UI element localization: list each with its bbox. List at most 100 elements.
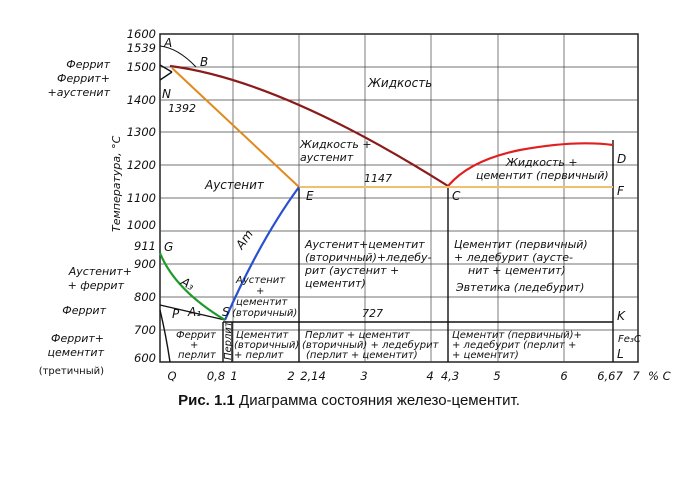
- left-aus-ferrite-2: + феррит: [68, 279, 125, 292]
- ytick-600: 600: [134, 351, 156, 365]
- region-fp-3: перлит: [178, 350, 217, 361]
- left-aus-ferrite-1: Аустенит+: [68, 265, 132, 278]
- left-labels: Феррит Феррит+ +аустенит Аустенит+ + фер…: [48, 58, 132, 359]
- ytick-700: 700: [134, 323, 156, 337]
- region-cp-2: (вторичный): [234, 340, 299, 351]
- xtick-2-14: 2,14: [300, 369, 326, 383]
- isotherm-labels: 1392 1147 727: [168, 102, 392, 320]
- line-an: [159, 64, 173, 73]
- a3-line-gs: [158, 252, 226, 321]
- acm-line-es: [223, 186, 300, 321]
- ytick-1400: 1400: [127, 93, 156, 107]
- region-aus-cemII-3: цементит: [236, 297, 289, 308]
- point-d: D: [617, 152, 626, 166]
- ytick-911: 911: [134, 239, 156, 253]
- region-aus-cemII-4: (вторичный): [232, 308, 297, 319]
- region-aus-cem2-3: рит (аустенит +: [304, 264, 399, 277]
- grid-lines: [160, 34, 638, 362]
- label-a3: A₃: [178, 274, 197, 293]
- label-a1: A₁: [187, 305, 201, 319]
- figure-caption: Рис. 1.1 Диаграмма состояния железо-цеме…: [0, 392, 698, 409]
- line-solvus: [159, 309, 171, 363]
- region-liq-cem-1: Жидкость +: [505, 156, 578, 169]
- caption-prefix: Рис. 1.1: [178, 392, 235, 409]
- point-p: P: [172, 307, 180, 321]
- point-f: F: [617, 184, 625, 198]
- point-l: L: [617, 347, 624, 361]
- point-s: S: [222, 305, 230, 319]
- xtick-q: Q: [167, 369, 176, 383]
- iso-1392: 1392: [168, 102, 196, 115]
- ytick-1300: 1300: [127, 125, 156, 139]
- left-tertiary: (третичный): [39, 366, 104, 377]
- ytick-900: 900: [134, 257, 156, 271]
- region-cl-2: + ледебурит (перлит +: [452, 339, 576, 351]
- ytick-1539: 1539: [127, 41, 156, 55]
- region-liq-aus-1: Жидкость +: [299, 138, 372, 151]
- point-n: N: [162, 87, 171, 101]
- left-ferrite-mid: Феррит: [62, 304, 106, 317]
- region-fp-2: +: [190, 340, 198, 351]
- xtick-3: 3: [360, 369, 367, 383]
- region-cp-3: + перлит: [234, 350, 284, 361]
- point-b: B: [200, 55, 208, 69]
- left-ferrite-cem-2: цементит: [48, 346, 105, 359]
- point-a: A: [163, 36, 172, 50]
- ytick-800: 800: [134, 290, 156, 304]
- region-pearlite: Перлит: [223, 320, 234, 360]
- xtick-7: 7: [632, 369, 640, 383]
- caption-text: Диаграмма состояния железо-цементит.: [239, 392, 520, 409]
- left-ferrite-aus-1: Феррит+: [57, 72, 110, 85]
- region-cem1-led-2: + ледебурит (аусте-: [454, 251, 573, 264]
- xtick-0-8: 0,8: [207, 369, 225, 383]
- point-k: K: [617, 309, 626, 323]
- region-liquid: Жидкость: [367, 76, 432, 90]
- point-labels: A B N D E C F G P S K L Fe₃C A₁ A₃ Am: [162, 36, 641, 361]
- ytick-1500: 1500: [127, 60, 156, 74]
- region-pcl-2: (вторичный) + ледебурит: [302, 339, 440, 351]
- point-c: C: [452, 189, 461, 203]
- x-axis-unit: % С: [648, 369, 671, 383]
- liquidus-abc: [169, 64, 449, 187]
- ytick-1100: 1100: [127, 191, 156, 205]
- phase-lines: [159, 45, 614, 363]
- point-g: G: [164, 240, 173, 254]
- region-pcl-3: (перлит + цементит): [306, 350, 418, 361]
- xtick-4: 4: [426, 369, 433, 383]
- region-austenite: Аустенит: [204, 178, 265, 192]
- y-axis-title: Температура, °С: [110, 135, 123, 232]
- region-labels: Жидкость Жидкость + аустенит Жидкость + …: [176, 76, 609, 361]
- iso-1147: 1147: [364, 172, 392, 185]
- phase-diagram-plot: 1600 1539 1500 1400 1300 1200 1100 1000 …: [39, 27, 671, 383]
- ytick-1600: 1600: [127, 27, 156, 41]
- region-liq-aus-2: аустенит: [300, 151, 354, 164]
- region-aus-cem2-1: Аустенит+цементит: [304, 238, 425, 251]
- left-ferrite-top: Феррит: [66, 58, 110, 71]
- region-fp-1: Феррит: [176, 330, 217, 341]
- region-liq-cem-2: цементит (первичный): [476, 169, 609, 182]
- xtick-6: 6: [560, 369, 567, 383]
- ytick-1000: 1000: [127, 218, 156, 232]
- region-pcl-1: Перлит + цементит: [305, 330, 411, 341]
- region-aus-cemII-2: +: [256, 286, 264, 297]
- region-cp-1: Цементит: [236, 330, 289, 341]
- line-pq: [159, 304, 226, 321]
- line-nh: [159, 71, 173, 81]
- region-cem1-led-1: Цементит (первичный): [454, 238, 588, 251]
- region-aus-cemII-1: Аустенит: [235, 275, 286, 286]
- region-aus-cem2-4: цементит): [305, 277, 366, 290]
- xtick-5: 5: [493, 369, 500, 383]
- left-ferrite-aus-2: +аустенит: [48, 86, 111, 99]
- region-cl-1: Цементит (первичный)+: [452, 330, 582, 341]
- point-e: E: [306, 189, 314, 203]
- iso-727: 727: [362, 307, 383, 320]
- x-axis-ticks: Q 0,8 1 2 2,14 3 4 4,3 5 6 6,67 7: [167, 369, 640, 383]
- region-eutectic: Эвтетика (ледебурит): [455, 281, 584, 294]
- ytick-1200: 1200: [127, 158, 156, 172]
- liquidus-cd: [447, 142, 614, 187]
- y-axis-ticks: 1600 1539 1500 1400 1300 1200 1100 1000 …: [127, 27, 156, 365]
- xtick-2: 2: [287, 369, 294, 383]
- xtick-4-3: 4,3: [441, 369, 459, 383]
- xtick-6-67: 6,67: [597, 369, 623, 383]
- line-ab-curve: [159, 45, 197, 68]
